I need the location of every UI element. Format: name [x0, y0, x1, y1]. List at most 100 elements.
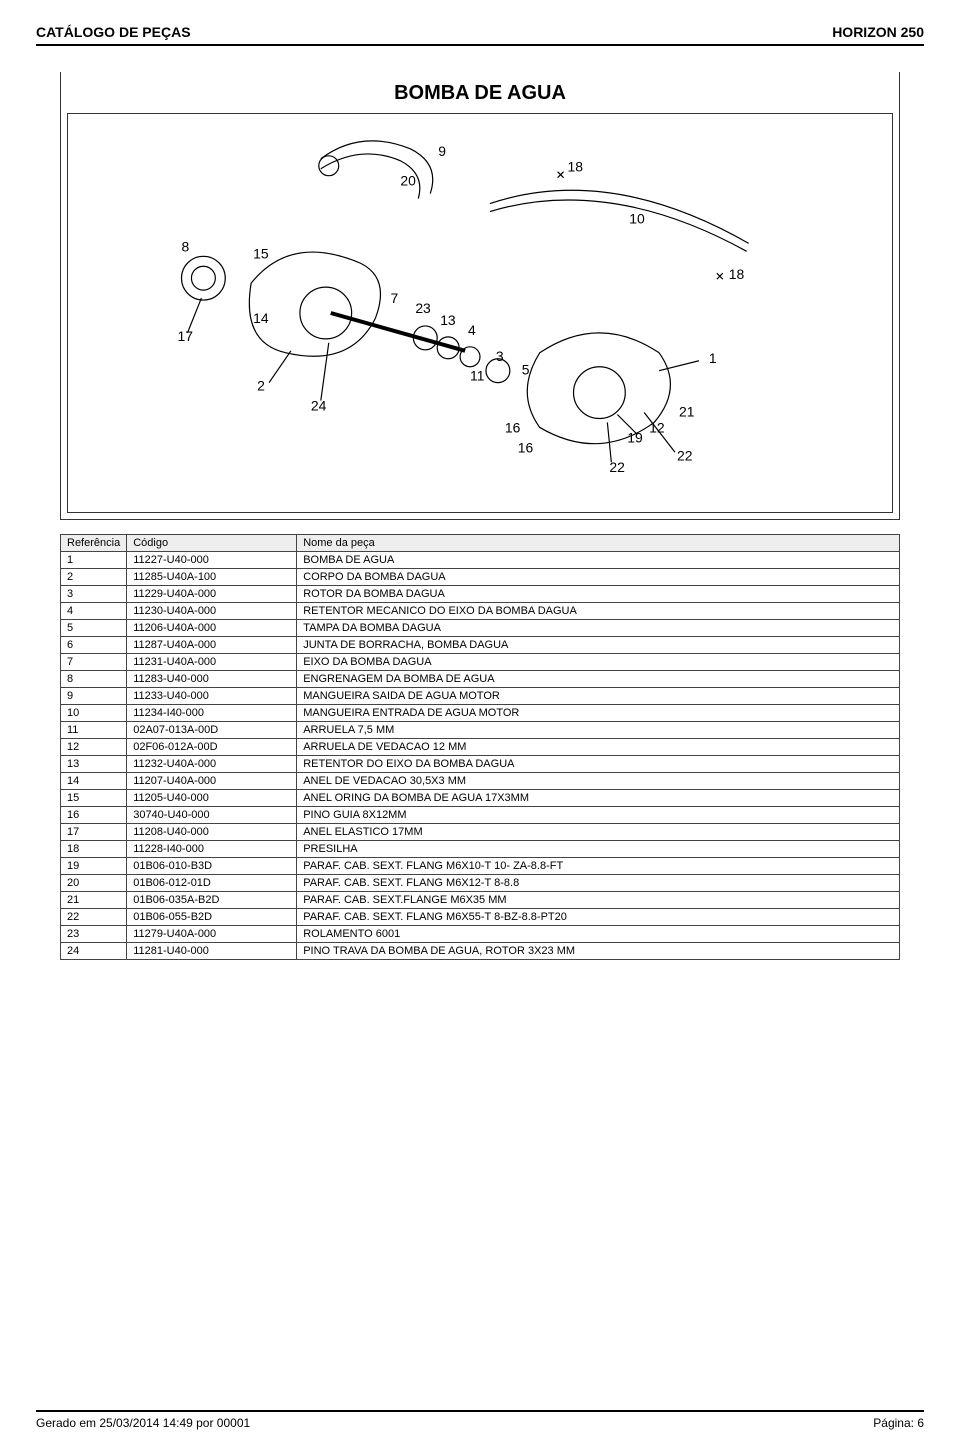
cell-code: 11208-U40-000: [127, 824, 297, 841]
cell-code: 11281-U40-000: [127, 943, 297, 960]
svg-text:22: 22: [677, 447, 693, 463]
cell-name: ROTOR DA BOMBA DAGUA: [297, 586, 900, 603]
svg-text:10: 10: [629, 210, 645, 226]
svg-text:8: 8: [182, 238, 190, 254]
cell-name: EIXO DA BOMBA DAGUA: [297, 654, 900, 671]
cell-name: PINO TRAVA DA BOMBA DE AGUA, ROTOR 3X23 …: [297, 943, 900, 960]
cell-code: 11234-I40-000: [127, 705, 297, 722]
cell-name: PARAF. CAB. SEXT. FLANG M6X12-T 8-8.8: [297, 875, 900, 892]
diagram-svg: 9 20 10 18 18 8 15 17: [68, 114, 892, 512]
table-row: 411230-U40A-000RETENTOR MECANICO DO EIXO…: [61, 603, 900, 620]
table-row: 611287-U40A-000JUNTA DE BORRACHA, BOMBA …: [61, 637, 900, 654]
cell-code: 02A07-013A-00D: [127, 722, 297, 739]
table-row: 711231-U40A-000EIXO DA BOMBA DAGUA: [61, 654, 900, 671]
cell-name: ANEL ELASTICO 17MM: [297, 824, 900, 841]
table-row: 1102A07-013A-00DARRUELA 7,5 MM: [61, 722, 900, 739]
cell-ref: 7: [61, 654, 127, 671]
cell-ref: 24: [61, 943, 127, 960]
cell-code: 11227-U40-000: [127, 552, 297, 569]
cell-ref: 9: [61, 688, 127, 705]
table-row: 211285-U40A-100CORPO DA BOMBA DAGUA: [61, 569, 900, 586]
cell-ref: 11: [61, 722, 127, 739]
col-ref: Referência: [61, 535, 127, 552]
cell-name: RETENTOR MECANICO DO EIXO DA BOMBA DAGUA: [297, 603, 900, 620]
cell-name: PARAF. CAB. SEXT. FLANG M6X55-T 8-BZ-8.8…: [297, 909, 900, 926]
section-title: BOMBA DE AGUA: [61, 72, 899, 113]
cell-name: PINO GUIA 8X12MM: [297, 807, 900, 824]
svg-text:23: 23: [415, 300, 431, 316]
cell-code: 11206-U40A-000: [127, 620, 297, 637]
cell-code: 11233-U40-000: [127, 688, 297, 705]
table-row: 911233-U40-000MANGUEIRA SAIDA DE AGUA MO…: [61, 688, 900, 705]
table-row: 511206-U40A-000TAMPA DA BOMBA DAGUA: [61, 620, 900, 637]
page: CATÁLOGO DE PEÇAS HORIZON 250 BOMBA DE A…: [0, 0, 960, 1444]
cell-name: BOMBA DE AGUA: [297, 552, 900, 569]
cell-name: PARAF. CAB. SEXT.FLANGE M6X35 MM: [297, 892, 900, 909]
cell-code: 11207-U40A-000: [127, 773, 297, 790]
cell-code: 11230-U40A-000: [127, 603, 297, 620]
table-row: 2311279-U40A-000ROLAMENTO 6001: [61, 926, 900, 943]
footer-right: Página: 6: [873, 1416, 924, 1430]
table-row: 1811228-I40-000PRESILHA: [61, 841, 900, 858]
svg-text:1: 1: [709, 350, 717, 366]
cell-ref: 18: [61, 841, 127, 858]
cell-ref: 19: [61, 858, 127, 875]
title-block: BOMBA DE AGUA 9 20 10 18: [60, 72, 900, 520]
page-header: CATÁLOGO DE PEÇAS HORIZON 250: [36, 24, 924, 46]
cell-code: 02F06-012A-00D: [127, 739, 297, 756]
cell-ref: 14: [61, 773, 127, 790]
cell-name: ANEL ORING DA BOMBA DE AGUA 17X3MM: [297, 790, 900, 807]
cell-name: ARRUELA DE VEDACAO 12 MM: [297, 739, 900, 756]
svg-text:5: 5: [522, 362, 530, 378]
table-row: 2101B06-035A-B2DPARAF. CAB. SEXT.FLANGE …: [61, 892, 900, 909]
cell-ref: 4: [61, 603, 127, 620]
table-row: 1411207-U40A-000ANEL DE VEDACAO 30,5X3 M…: [61, 773, 900, 790]
svg-text:21: 21: [679, 403, 695, 419]
parts-table: Referência Código Nome da peça 111227-U4…: [60, 534, 900, 960]
cell-code: 01B06-010-B3D: [127, 858, 297, 875]
table-row: 1711208-U40-000ANEL ELASTICO 17MM: [61, 824, 900, 841]
cell-ref: 20: [61, 875, 127, 892]
col-name: Nome da peça: [297, 535, 900, 552]
cell-ref: 1: [61, 552, 127, 569]
cell-name: PRESILHA: [297, 841, 900, 858]
cell-ref: 21: [61, 892, 127, 909]
cell-ref: 3: [61, 586, 127, 603]
svg-text:2: 2: [257, 378, 265, 394]
svg-text:13: 13: [440, 312, 456, 328]
svg-text:11: 11: [470, 368, 485, 384]
svg-text:18: 18: [729, 266, 745, 282]
cell-ref: 17: [61, 824, 127, 841]
cell-name: ANEL DE VEDACAO 30,5X3 MM: [297, 773, 900, 790]
cell-code: 11231-U40A-000: [127, 654, 297, 671]
svg-text:3: 3: [496, 348, 504, 364]
cell-code: 11285-U40A-100: [127, 569, 297, 586]
table-row: 311229-U40A-000ROTOR DA BOMBA DAGUA: [61, 586, 900, 603]
cell-code: 11232-U40A-000: [127, 756, 297, 773]
cell-name: ARRUELA 7,5 MM: [297, 722, 900, 739]
cell-ref: 13: [61, 756, 127, 773]
cell-ref: 8: [61, 671, 127, 688]
parts-table-body: 111227-U40-000BOMBA DE AGUA211285-U40A-1…: [61, 552, 900, 960]
cell-code: 11279-U40A-000: [127, 926, 297, 943]
cell-ref: 5: [61, 620, 127, 637]
table-row: 811283-U40-000ENGRENAGEM DA BOMBA DE AGU…: [61, 671, 900, 688]
table-row: 1511205-U40-000ANEL ORING DA BOMBA DE AG…: [61, 790, 900, 807]
svg-text:4: 4: [468, 322, 476, 338]
cell-code: 30740-U40-000: [127, 807, 297, 824]
table-row: 1202F06-012A-00DARRUELA DE VEDACAO 12 MM: [61, 739, 900, 756]
table-row: 1901B06-010-B3DPARAF. CAB. SEXT. FLANG M…: [61, 858, 900, 875]
cell-name: MANGUEIRA SAIDA DE AGUA MOTOR: [297, 688, 900, 705]
svg-text:20: 20: [400, 173, 416, 189]
cell-ref: 10: [61, 705, 127, 722]
cell-code: 11229-U40A-000: [127, 586, 297, 603]
page-footer: Gerado em 25/03/2014 14:49 por 00001 Pág…: [36, 1410, 924, 1430]
table-row: 1630740-U40-000PINO GUIA 8X12MM: [61, 807, 900, 824]
cell-name: JUNTA DE BORRACHA, BOMBA DAGUA: [297, 637, 900, 654]
cell-code: 11205-U40-000: [127, 790, 297, 807]
cell-name: MANGUEIRA ENTRADA DE AGUA MOTOR: [297, 705, 900, 722]
svg-text:24: 24: [311, 398, 327, 414]
exploded-diagram: 9 20 10 18 18 8 15 17: [67, 113, 893, 513]
cell-code: 01B06-012-01D: [127, 875, 297, 892]
col-code: Código: [127, 535, 297, 552]
